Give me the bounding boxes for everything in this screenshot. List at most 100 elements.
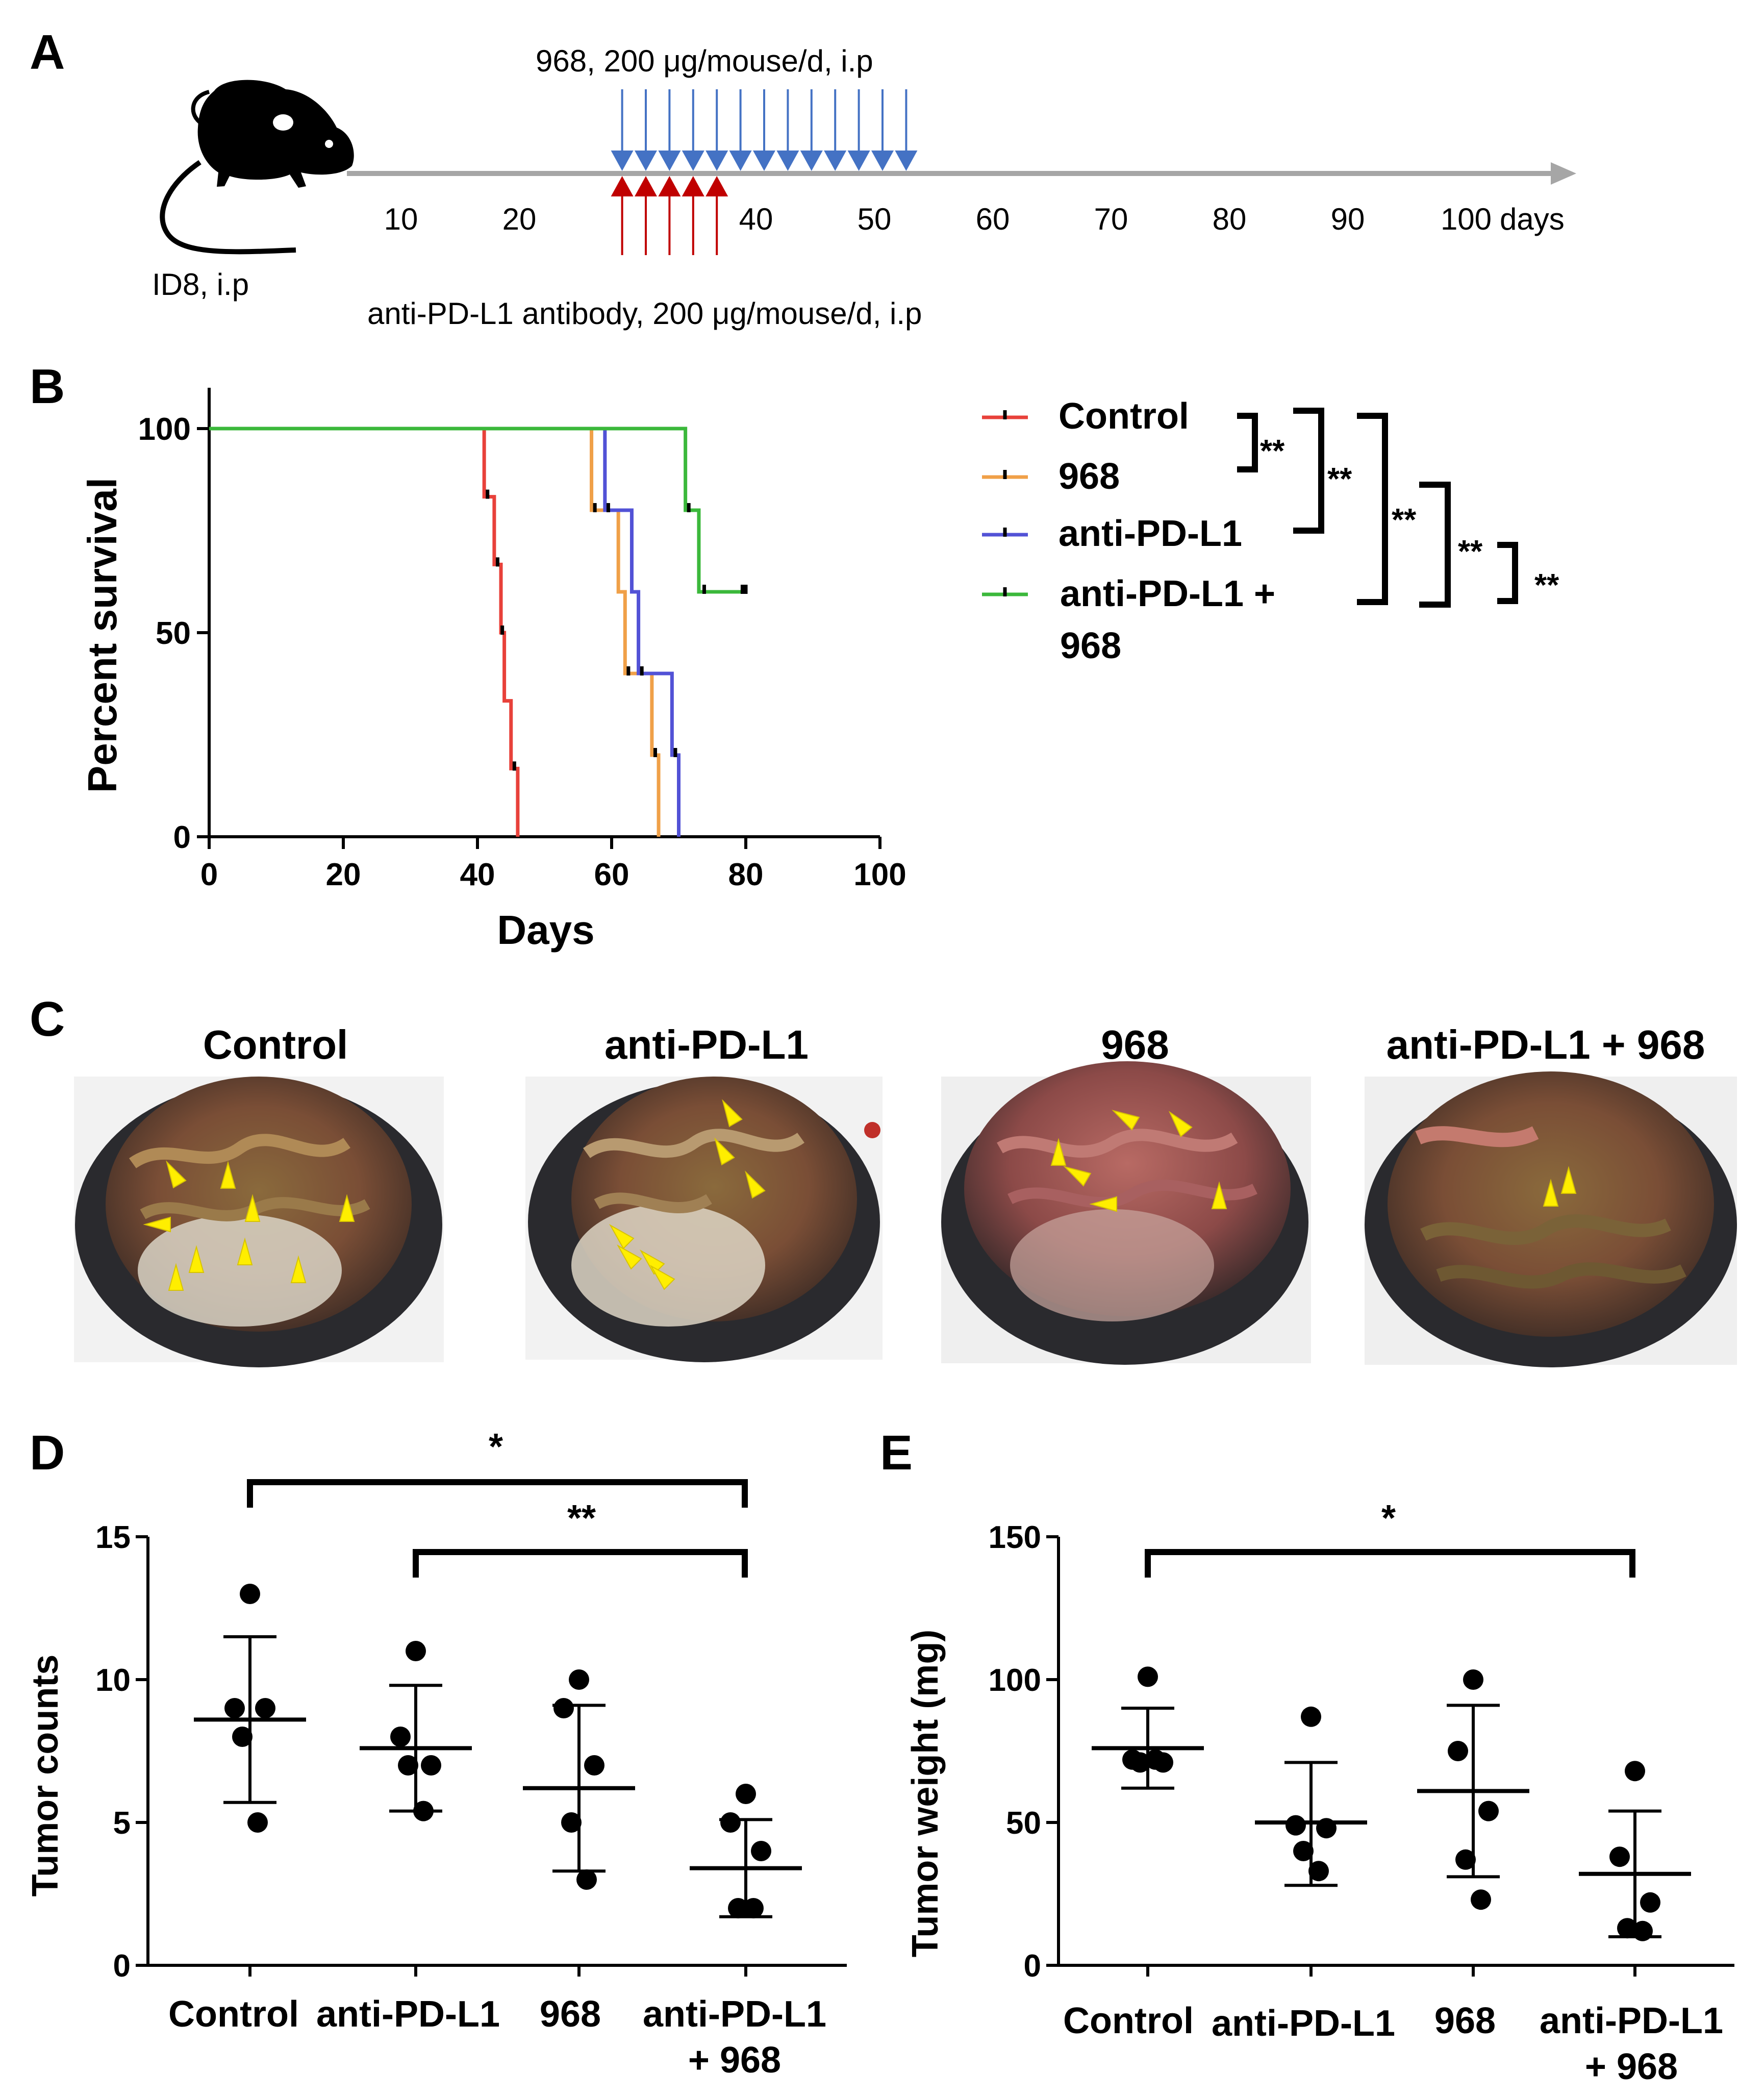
data-point xyxy=(561,1812,582,1833)
legend-label-1: 968 xyxy=(1059,456,1120,497)
survival-y-tick-label: 0 xyxy=(173,820,191,855)
bracket-4 xyxy=(1419,482,1451,608)
dot-y-tick-label: 100 xyxy=(989,1663,1041,1698)
timeline-tick-10: 10 xyxy=(384,202,418,236)
timeline-tick-20: 20 xyxy=(502,202,537,236)
tumor-arrowhead xyxy=(714,1137,735,1166)
data-point xyxy=(576,1869,597,1890)
tumor-markers xyxy=(143,1099,1577,1291)
drug-968-arrowhead xyxy=(871,151,894,171)
survival-x-tick-label: 100 xyxy=(853,857,906,892)
tumor-arrowhead xyxy=(1168,1111,1193,1137)
survival-y-tick-label: 50 xyxy=(156,616,191,651)
data-point xyxy=(1617,1918,1637,1939)
data-point xyxy=(584,1755,604,1776)
tumor-arrowhead xyxy=(188,1245,205,1273)
data-point xyxy=(1138,1666,1158,1687)
survival-y-tick-label: 100 xyxy=(138,412,191,447)
tumor-arrowhead xyxy=(1560,1166,1577,1194)
survival-x-tick-label: 80 xyxy=(728,857,764,892)
survival-curve-1 xyxy=(209,427,661,837)
photo-title-combo: anti-PD-L1 + 968 xyxy=(1387,1022,1705,1067)
data-point xyxy=(736,1784,756,1804)
photo-968 xyxy=(941,1061,1311,1365)
data-point xyxy=(255,1698,275,1718)
drug-968-arrowhead xyxy=(895,151,918,171)
survival-curve-2 xyxy=(209,427,681,837)
bracket-3 xyxy=(1357,413,1388,605)
dot-y-tick-label: 0 xyxy=(113,1948,131,1984)
data-point xyxy=(240,1584,260,1604)
drug-968-arrows xyxy=(611,89,918,171)
panel-label-d: D xyxy=(30,1426,65,1480)
antibody-arrows xyxy=(611,176,728,255)
d-sig-2: ** xyxy=(567,1498,596,1539)
tumor-arrowhead xyxy=(745,1170,766,1199)
timeline-tick-90: 90 xyxy=(1331,202,1365,236)
survival-curve-3 xyxy=(209,427,746,594)
data-point xyxy=(1455,1849,1476,1870)
data-point xyxy=(728,1898,748,1918)
panel-label-a: A xyxy=(30,25,65,80)
data-point xyxy=(1463,1669,1483,1690)
tumor-arrowhead xyxy=(639,1249,665,1275)
tumor-arrowhead xyxy=(616,1244,642,1270)
data-point xyxy=(398,1755,418,1776)
photo-anti-pd-l1 xyxy=(525,1077,883,1362)
data-point xyxy=(1293,1841,1314,1861)
dot-y-tick-label: 10 xyxy=(95,1663,131,1698)
d-sig-1: * xyxy=(489,1427,503,1467)
legend-label-4: 968 xyxy=(1060,626,1121,666)
tumor-arrowhead xyxy=(339,1194,355,1222)
tumor-counts-y-label: Tumor counts xyxy=(25,1655,66,1897)
data-point xyxy=(569,1669,589,1690)
panel-label-e: E xyxy=(880,1426,913,1480)
tumor-arrowhead xyxy=(166,1160,187,1189)
timeline-tick-40: 40 xyxy=(739,202,773,236)
data-point xyxy=(1145,1749,1166,1770)
e-xlabel-anti-pd-l1: anti-PD-L1 xyxy=(1212,2003,1395,2044)
drug-968-arrowhead xyxy=(800,151,823,171)
dot-y-tick-label: 50 xyxy=(1006,1806,1041,1841)
d-xlabel-control: Control xyxy=(168,1994,299,2035)
tumor-arrowhead xyxy=(244,1194,261,1222)
tumor-arrowhead xyxy=(237,1237,253,1265)
tumor-arrowhead xyxy=(168,1263,184,1291)
timeline-tick-50: 50 xyxy=(858,202,892,236)
data-point xyxy=(1625,1761,1645,1782)
antibody-arrowhead xyxy=(682,176,704,196)
e-xlabel-control: Control xyxy=(1063,2001,1194,2041)
timeline-tick-100: 100 xyxy=(1441,202,1492,236)
antibody-arrowhead xyxy=(705,176,728,196)
timeline-arrowhead xyxy=(1551,162,1576,185)
e-xlabel-968: 968 xyxy=(1434,2001,1496,2041)
bracket-2 xyxy=(1293,408,1324,534)
tumor-arrowhead xyxy=(609,1223,635,1250)
dot-y-tick-label: 0 xyxy=(1024,1948,1041,1984)
data-point xyxy=(247,1812,268,1833)
data-point xyxy=(553,1698,574,1718)
drug-968-arrowhead xyxy=(705,151,728,171)
sig-4: ** xyxy=(1458,534,1483,569)
photo-title-968: 968 xyxy=(1101,1022,1169,1067)
mouse-label: ID8, i.p xyxy=(152,267,249,302)
data-point xyxy=(1130,1752,1150,1773)
sig-1: ** xyxy=(1260,434,1285,469)
bracket-5 xyxy=(1497,542,1518,604)
tumor-arrowhead xyxy=(1089,1196,1117,1212)
data-point xyxy=(406,1641,426,1661)
d-xlabel-968: 968 xyxy=(540,1994,601,2035)
timeline-tick-70: 70 xyxy=(1094,202,1128,236)
photo-title-anti-pd-l1: anti-PD-L1 xyxy=(604,1022,809,1067)
dot-y-tick-label: 150 xyxy=(989,1520,1041,1555)
tumor-arrowhead xyxy=(1543,1179,1559,1207)
data-point xyxy=(1286,1815,1306,1836)
drug-968-label: 968, 200 μg/mouse/d, i.p xyxy=(536,44,873,78)
panel-label-c: C xyxy=(30,992,65,1046)
survival-x-tick-label: 20 xyxy=(326,857,361,892)
survival-x-tick-label: 0 xyxy=(200,857,218,892)
d-sig-brackets xyxy=(247,1479,748,1578)
d-xlabel-combo-2: + 968 xyxy=(688,2040,781,2081)
tumor-arrowhead xyxy=(1063,1166,1092,1187)
e-bracket-1 xyxy=(1145,1549,1635,1578)
